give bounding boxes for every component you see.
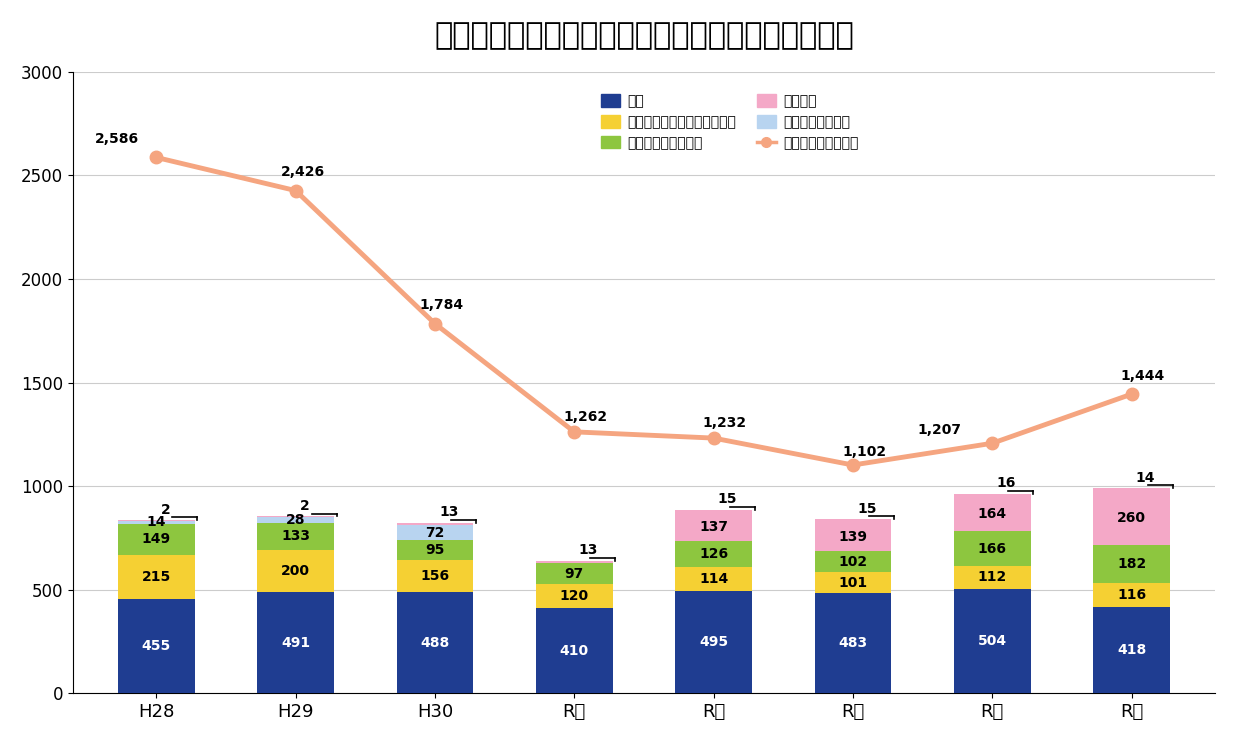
Bar bbox=[397, 525, 473, 540]
Text: 455: 455 bbox=[142, 640, 171, 653]
Text: 149: 149 bbox=[142, 532, 171, 546]
Bar bbox=[675, 591, 751, 694]
Text: 182: 182 bbox=[1117, 557, 1146, 571]
Bar bbox=[257, 551, 334, 591]
Text: 16: 16 bbox=[996, 476, 1016, 490]
Bar bbox=[815, 551, 891, 572]
Bar bbox=[257, 591, 334, 694]
Text: 410: 410 bbox=[560, 644, 588, 658]
Bar bbox=[536, 608, 613, 694]
Text: 15: 15 bbox=[718, 492, 737, 506]
Bar bbox=[954, 494, 1031, 497]
Text: 504: 504 bbox=[978, 634, 1007, 649]
Text: 156: 156 bbox=[420, 569, 450, 583]
Text: 495: 495 bbox=[700, 635, 728, 649]
Bar bbox=[117, 521, 194, 524]
Text: 2: 2 bbox=[300, 499, 309, 513]
Text: 137: 137 bbox=[700, 520, 728, 534]
Bar bbox=[815, 594, 891, 694]
Text: 418: 418 bbox=[1117, 643, 1146, 657]
Text: 166: 166 bbox=[978, 542, 1007, 556]
Bar bbox=[954, 497, 1031, 531]
Text: 116: 116 bbox=[1117, 588, 1146, 602]
Bar bbox=[1094, 488, 1170, 491]
Text: 2,426: 2,426 bbox=[281, 165, 325, 179]
Bar bbox=[397, 560, 473, 592]
Bar bbox=[117, 599, 194, 694]
Text: 139: 139 bbox=[838, 530, 868, 544]
Text: 2,586: 2,586 bbox=[95, 132, 140, 146]
Bar bbox=[954, 589, 1031, 694]
Legend: 警告, ストーカー起因の脅迫等検挙, ストーカー行為検挙, 禁止命令, 禁止命令違反検挙, ストーカー相談件数: 警告, ストーカー起因の脅迫等検挙, ストーカー行為検挙, 禁止命令, 禁止命令… bbox=[601, 94, 859, 150]
Bar bbox=[397, 522, 473, 525]
Text: 1,444: 1,444 bbox=[1121, 369, 1164, 383]
Bar bbox=[1094, 582, 1170, 607]
Text: 2: 2 bbox=[161, 502, 171, 516]
Text: 1,262: 1,262 bbox=[564, 410, 607, 424]
Text: 97: 97 bbox=[565, 567, 583, 580]
Text: 260: 260 bbox=[1117, 511, 1146, 525]
Bar bbox=[397, 592, 473, 694]
Text: 483: 483 bbox=[838, 637, 868, 651]
Bar bbox=[536, 561, 613, 563]
Bar bbox=[675, 513, 751, 541]
Text: 126: 126 bbox=[700, 547, 728, 561]
Bar bbox=[397, 540, 473, 560]
Text: 133: 133 bbox=[281, 530, 310, 543]
Text: 72: 72 bbox=[425, 526, 445, 539]
Bar bbox=[815, 519, 891, 522]
Bar bbox=[1094, 491, 1170, 545]
Text: 491: 491 bbox=[281, 636, 310, 649]
Text: 1,232: 1,232 bbox=[703, 416, 747, 430]
Bar bbox=[257, 522, 334, 551]
Text: 1,102: 1,102 bbox=[842, 444, 886, 459]
Text: 164: 164 bbox=[978, 508, 1007, 522]
Text: 95: 95 bbox=[425, 543, 445, 557]
Bar bbox=[536, 584, 613, 608]
Text: 120: 120 bbox=[560, 589, 588, 603]
Text: 101: 101 bbox=[838, 576, 868, 590]
Text: 13: 13 bbox=[439, 505, 459, 519]
Text: 102: 102 bbox=[838, 555, 868, 569]
Bar bbox=[1094, 607, 1170, 694]
Bar bbox=[954, 565, 1031, 589]
Bar bbox=[954, 531, 1031, 565]
Text: 28: 28 bbox=[286, 513, 305, 527]
Bar bbox=[117, 524, 194, 554]
Text: 13: 13 bbox=[578, 543, 598, 557]
Bar bbox=[536, 563, 613, 584]
Bar bbox=[257, 517, 334, 522]
Text: 14: 14 bbox=[1136, 470, 1156, 485]
Text: 1,784: 1,784 bbox=[420, 298, 464, 312]
Text: 1,207: 1,207 bbox=[917, 423, 962, 437]
Text: 114: 114 bbox=[700, 572, 728, 586]
Text: 488: 488 bbox=[420, 636, 450, 650]
Text: 14: 14 bbox=[147, 515, 166, 529]
Text: 200: 200 bbox=[281, 564, 310, 578]
Title: ストーカー相談件数とストーカー規制法の検挙状況: ストーカー相談件数とストーカー規制法の検挙状況 bbox=[434, 21, 854, 50]
Text: 112: 112 bbox=[978, 571, 1007, 585]
Text: 215: 215 bbox=[142, 570, 171, 584]
Bar bbox=[117, 554, 194, 599]
Text: 15: 15 bbox=[857, 502, 876, 516]
Bar bbox=[675, 541, 751, 567]
Bar bbox=[675, 510, 751, 513]
Bar bbox=[1094, 545, 1170, 582]
Bar bbox=[815, 572, 891, 594]
Bar bbox=[815, 522, 891, 551]
Bar bbox=[675, 567, 751, 591]
